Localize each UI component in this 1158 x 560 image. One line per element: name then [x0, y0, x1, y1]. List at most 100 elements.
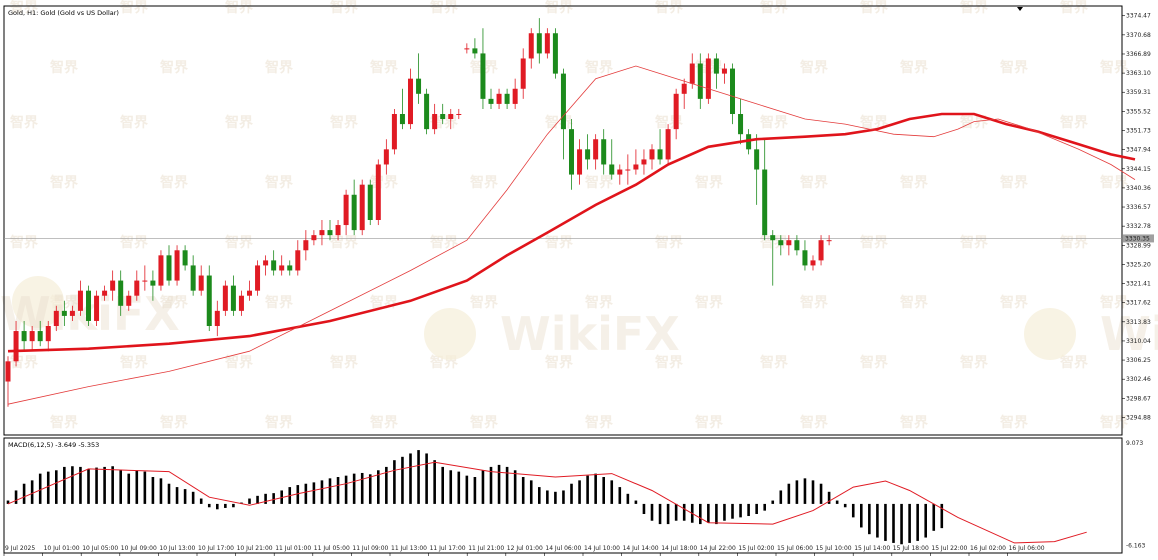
watermark-cn: 智界 — [49, 414, 79, 431]
y-tick-label: 3298.67 — [1126, 395, 1151, 402]
x-tick-label: 14 Jul 14:00 — [623, 545, 659, 552]
candle-body — [633, 164, 639, 170]
candle-body — [158, 255, 164, 286]
candle-body — [343, 194, 349, 226]
watermark-cn: 智界 — [759, 0, 789, 16]
watermark-cn: 智界 — [1059, 0, 1089, 16]
macd-histogram-bar — [167, 483, 171, 504]
candle-body — [37, 331, 43, 342]
macd-histogram-bar — [256, 495, 259, 504]
x-tick-label: 11 Jul 21:00 — [468, 545, 504, 552]
candle-body — [504, 93, 510, 104]
candle-body — [665, 129, 671, 160]
macd-histogram-bar — [505, 466, 509, 504]
candle-body — [528, 33, 534, 59]
candle-body — [77, 290, 83, 311]
macd-histogram-bar — [449, 470, 453, 504]
macd-histogram-bar — [207, 503, 211, 508]
macd-histogram-bar — [908, 503, 911, 543]
candle-body — [512, 88, 518, 104]
candle-body — [351, 194, 357, 231]
x-tick-label: 15 Jul 14:00 — [854, 545, 890, 552]
watermark-cn: 智界 — [224, 354, 254, 371]
macd-histogram-bar — [900, 503, 903, 545]
candle-body — [625, 169, 631, 171]
watermark-cn: 智界 — [469, 174, 499, 191]
x-tick-label: 15 Jul 06:00 — [777, 545, 813, 552]
x-tick-label: 15 Jul 02:00 — [738, 545, 774, 552]
macd-histogram-bar — [377, 470, 380, 504]
watermark-cn: 智界 — [999, 414, 1029, 431]
y-tick-label: 3370.68 — [1126, 32, 1151, 39]
macd-histogram-bar — [763, 503, 766, 511]
candle-body — [689, 63, 695, 84]
candle-body — [778, 240, 784, 246]
y-tick-label: 3359.31 — [1126, 89, 1151, 96]
candle-body — [609, 164, 615, 175]
macd-y-tick-label: -6.163 — [1126, 542, 1146, 549]
candle-body — [383, 149, 389, 165]
x-tick-label: 12 Jul 01:00 — [507, 545, 543, 552]
y-tick-label: 3355.52 — [1126, 108, 1151, 115]
macd-histogram-bar — [199, 498, 203, 504]
x-tick-label: 10 Jul 05:00 — [82, 545, 118, 552]
candle-body — [94, 295, 100, 321]
candle-body — [335, 225, 341, 236]
watermark-cn: 智界 — [694, 174, 724, 191]
macd-histogram-bar — [699, 503, 702, 525]
watermark-cn: 智界 — [264, 59, 294, 76]
candle-body — [480, 53, 486, 99]
candle-body — [496, 93, 502, 104]
candle-body — [279, 265, 285, 271]
watermark-cn: 智界 — [1059, 354, 1089, 371]
macd-histogram-bar — [360, 472, 364, 504]
watermark-cn: 智界 — [329, 234, 359, 251]
candle-body — [770, 235, 776, 241]
watermark-cn: 智界 — [369, 59, 399, 76]
macd-histogram-bar — [304, 483, 308, 504]
y-tick-label: 3321.41 — [1126, 281, 1151, 288]
macd-histogram-bar — [795, 480, 799, 504]
y-tick-label: 3336.57 — [1126, 204, 1151, 211]
macd-histogram-bar — [650, 503, 654, 521]
macd-histogram-bar — [30, 480, 34, 504]
watermark-cn: 智界 — [899, 59, 929, 76]
watermark-cn: 智界 — [899, 294, 929, 311]
macd-histogram-bar — [465, 475, 469, 504]
macd-histogram-bar — [143, 471, 147, 504]
candle-body — [593, 139, 599, 160]
candle-body — [569, 129, 574, 175]
macd-histogram-bar — [618, 487, 622, 504]
axis-layer: 3374.47 3370.68 3366.89 3363.10 3359.31 3355.… — [3, 13, 1154, 556]
watermark-cn: 智界 — [799, 59, 829, 76]
watermark-cn: 智界 — [899, 174, 929, 191]
watermark-cn: 智界 — [119, 0, 149, 16]
watermark-cn: 智界 — [49, 59, 79, 76]
x-tick-label: 11 Jul 09:00 — [352, 545, 388, 552]
candle-body — [118, 280, 124, 306]
candle-body — [134, 280, 140, 296]
macd-histogram-bar — [46, 471, 50, 504]
candle-body — [738, 114, 744, 135]
candle-body — [697, 63, 703, 99]
macd-histogram-bar — [175, 487, 179, 504]
candle-body — [818, 240, 824, 261]
candle-body — [544, 33, 550, 54]
x-tick-label: 10 Jul 13:00 — [159, 545, 195, 552]
macd-histogram-bar — [22, 483, 26, 504]
macd-signal-line — [7, 461, 1087, 544]
watermark-cn: 智界 — [999, 294, 1029, 311]
watermark-cn: 智界 — [9, 0, 39, 16]
candle-body — [448, 114, 454, 120]
watermark-cn: 智界 — [584, 294, 614, 311]
watermark-cn: 智界 — [544, 354, 574, 371]
shift-marker-icon[interactable] — [1017, 7, 1023, 11]
macd-histogram-bar — [127, 473, 131, 504]
macd-histogram-bar — [803, 478, 807, 504]
x-tick-label: 9 Jul 2025 — [5, 545, 35, 552]
x-tick-label: 11 Jul 01:00 — [275, 545, 311, 552]
candle-body — [641, 159, 647, 165]
macd-histogram-bar — [779, 490, 783, 504]
macd-histogram-bar — [634, 500, 638, 504]
